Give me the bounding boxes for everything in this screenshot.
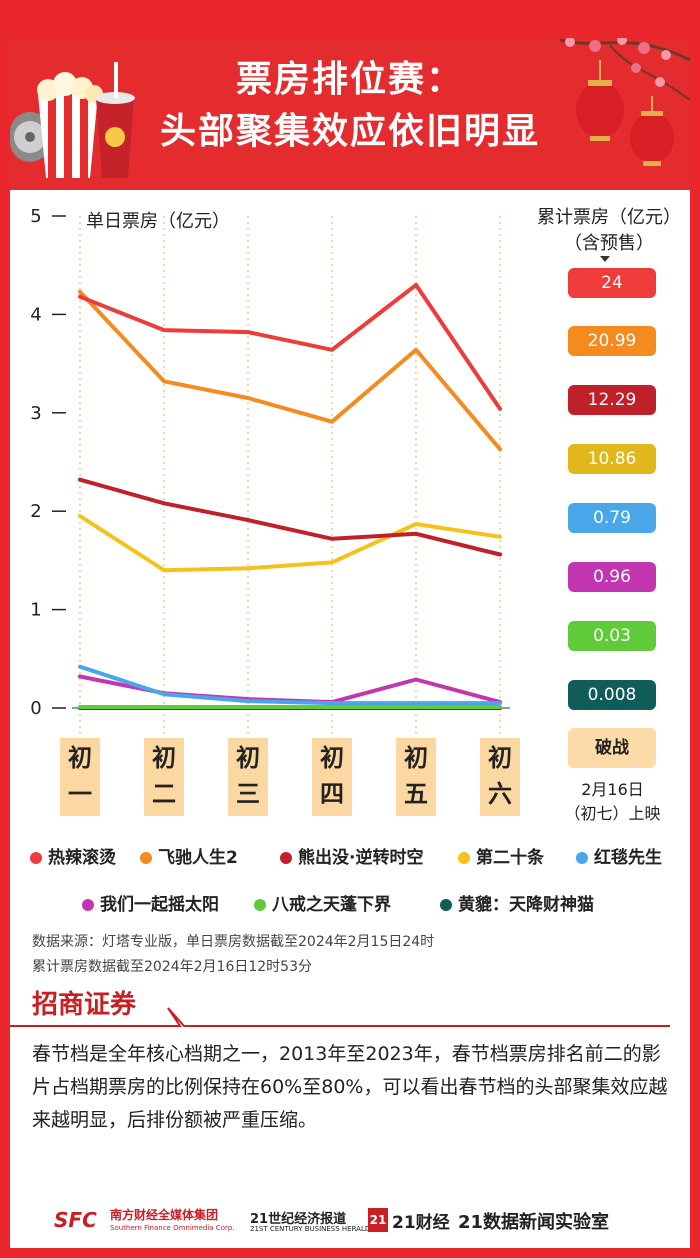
legend-dot-icon bbox=[30, 852, 42, 864]
header-banner: 票房排位赛： 头部聚集效应依旧明显 bbox=[10, 38, 690, 190]
legend-label: 我们一起摇太阳 bbox=[100, 895, 219, 915]
series-line-2 bbox=[78, 477, 502, 557]
cumulative-pill-7: 0.008 bbox=[568, 680, 656, 710]
data-lab-name: 21数据新闻实验室 bbox=[458, 1212, 610, 1233]
broker-label: 招商证券 bbox=[32, 990, 137, 1020]
legend-dot-icon bbox=[82, 899, 94, 911]
sfc-logo: SFC bbox=[54, 1208, 97, 1232]
herald-name: 21世纪经济报道 bbox=[250, 1212, 347, 1227]
day-label-1: 初二 bbox=[144, 738, 184, 816]
cumulative-pill-0: 24 bbox=[568, 268, 656, 298]
cumulative-pill-4: 0.79 bbox=[568, 503, 656, 533]
source-line-2: 累计票房数据截至2024年2月16日12时53分 bbox=[32, 959, 312, 975]
y-tick-label-0: 0 bbox=[30, 698, 41, 719]
day-label-5: 初六 bbox=[480, 738, 520, 816]
day-label-0: 初一 bbox=[60, 738, 100, 816]
legend-label: 飞驰人生2 bbox=[158, 848, 238, 868]
legend-dot-icon bbox=[254, 899, 266, 911]
herald-subtitle: 21ST CENTURY BUSINESS HERALD bbox=[250, 1225, 371, 1233]
popcorn-illustration bbox=[10, 62, 135, 178]
legend-item-6: 八戒之天蓬下界 bbox=[254, 890, 391, 915]
description-text: 春节档是全年核心档期之一，2013年至2023年，春节档票房排名前二的影片占档期… bbox=[32, 1043, 668, 1131]
y-tick-label-2: 2 bbox=[30, 501, 41, 522]
series-line-4 bbox=[78, 664, 502, 706]
lantern-blossom-illustration bbox=[559, 38, 690, 166]
cj-badge: 21 bbox=[368, 1208, 388, 1232]
legend-label: 黄貔：天降财神猫 bbox=[458, 895, 594, 915]
legend-item-4: 红毯先生 bbox=[576, 843, 662, 868]
cumulative-title-line1: 累计票房（亿元） bbox=[537, 207, 681, 228]
title-line-1: 票房排位赛： bbox=[235, 59, 464, 100]
release-date: 2月16日 bbox=[581, 780, 644, 799]
cumulative-pill-5: 0.96 bbox=[568, 562, 656, 592]
legend-label: 第二十条 bbox=[476, 848, 544, 868]
legend-dot-icon bbox=[458, 852, 470, 864]
footer-logos: SFC 南方财经全媒体集团 Southern Finance Omnimedia… bbox=[10, 1208, 690, 1240]
sfc-subtitle: Southern Finance Omnimedia Corp. bbox=[110, 1224, 235, 1232]
legend-label: 八戒之天蓬下界 bbox=[272, 895, 391, 915]
legend-dot-icon bbox=[440, 899, 452, 911]
legend-label: 熊出没·逆转时空 bbox=[298, 848, 424, 868]
y-tick-label-5: 5 bbox=[30, 206, 41, 227]
cumulative-pill-1: 20.99 bbox=[568, 326, 656, 356]
series-line-1 bbox=[78, 289, 502, 452]
series-line-0 bbox=[78, 282, 502, 411]
legend-item-0: 热辣滚烫 bbox=[30, 843, 116, 868]
y-tick-label-4: 4 bbox=[30, 304, 41, 325]
cumulative-pill-2: 12.29 bbox=[568, 385, 656, 415]
day-label-4: 初五 bbox=[396, 738, 436, 816]
legend-dot-icon bbox=[576, 852, 588, 864]
legend-dot-icon bbox=[140, 852, 152, 864]
cj-name: 21财经 bbox=[392, 1213, 450, 1233]
cumulative-title-line2: （含预售） bbox=[564, 233, 654, 254]
sfc-name: 南方财经全媒体集团 bbox=[110, 1208, 219, 1222]
source-line-1: 数据来源：灯塔专业版，单日票房数据截至2024年2月15日24时 bbox=[32, 934, 435, 950]
y-tick-label-1: 1 bbox=[30, 600, 41, 621]
day-label-3: 初四 bbox=[312, 738, 352, 816]
legend-item-3: 第二十条 bbox=[458, 843, 544, 868]
legend-dot-icon bbox=[280, 852, 292, 864]
legend-item-1: 飞驰人生2 bbox=[140, 843, 238, 868]
legend-item-2: 熊出没·逆转时空 bbox=[280, 843, 423, 868]
cumulative-title: 累计票房（亿元） （含预售） bbox=[514, 205, 690, 257]
release-day: （初七）上映 bbox=[564, 804, 661, 823]
legend-item-7: 黄貔：天降财神猫 bbox=[440, 890, 594, 915]
legend-label: 红毯先生 bbox=[594, 848, 662, 868]
infographic-card: 票房排位赛： 头部聚集效应依旧明显 0 1 2 3 4 5 单日票房（亿元） 累计票房（亿… bbox=[10, 38, 690, 1248]
cumulative-pill-6: 0.03 bbox=[568, 621, 656, 651]
release-note: 2月16日 （初七）上映 bbox=[555, 778, 670, 826]
cumulative-pill-3: 10.86 bbox=[568, 444, 656, 474]
day-label-2: 初三 bbox=[228, 738, 268, 816]
title-line-2: 头部聚集效应依旧明显 bbox=[159, 111, 540, 152]
y-tick-label-3: 3 bbox=[30, 403, 41, 424]
y-axis-title: 单日票房（亿元） bbox=[86, 211, 230, 232]
box-office-line-chart: 0 1 2 3 4 5 bbox=[30, 206, 510, 750]
legend-item-5: 我们一起摇太阳 bbox=[82, 890, 219, 915]
broker-divider bbox=[10, 1007, 670, 1027]
pending-film-pill: 破战 bbox=[568, 728, 656, 768]
legend-label: 热辣滚烫 bbox=[48, 848, 116, 868]
cumulative-arrow-icon bbox=[600, 256, 610, 262]
series-line-3 bbox=[78, 514, 502, 573]
